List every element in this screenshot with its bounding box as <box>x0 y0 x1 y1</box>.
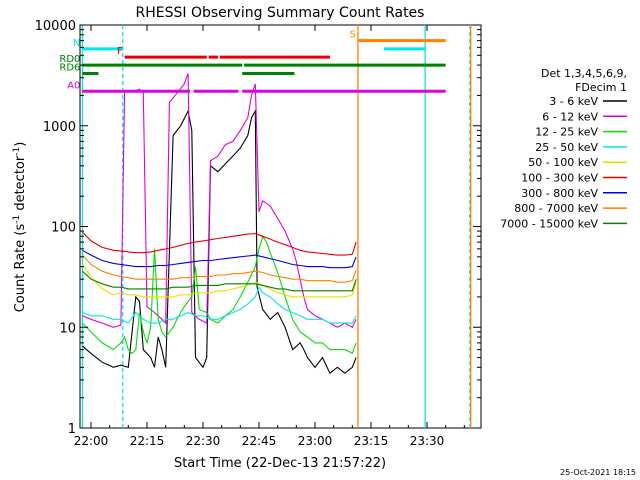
flag-label-4: RD6 <box>59 63 80 74</box>
flag-label-0: N <box>73 38 80 49</box>
legend-label-0: 3 - 6 keV <box>549 95 598 108</box>
y-tick-label-2: 100 <box>51 221 76 236</box>
x-tick-label-3: 22:45 <box>242 434 277 448</box>
y-axis: 1 10 100 1000 10000 <box>35 19 481 437</box>
legend-label-5: 100 - 300 keV <box>521 172 598 185</box>
legend-label-2: 12 - 25 keV <box>535 126 598 139</box>
y-tick-label-4: 10000 <box>35 19 76 34</box>
x-axis-label: Start Time (22-Dec-13 21:57:22) <box>174 456 386 471</box>
series-line-3 <box>82 286 357 324</box>
legend-label-3: 25 - 50 keV <box>535 141 598 154</box>
legend-label-7: 800 - 7000 keV <box>514 202 598 215</box>
legend: Det 1,3,4,5,6,9, FDecim 1 3 - 6 keV 6 - 1… <box>500 67 627 230</box>
y-axis-label: Count Rate (s-1 detector-1) <box>12 142 28 313</box>
x-tick-label-0: 22:00 <box>74 434 109 448</box>
legend-header-line-1: Det 1,3,4,5,6,9, <box>541 67 627 80</box>
series-layer <box>81 73 357 375</box>
series-line-1 <box>82 73 357 329</box>
y-tick-label-3: 1000 <box>43 120 76 135</box>
series-line-2 <box>82 235 357 355</box>
legend-label-4: 50 - 100 keV <box>528 156 598 169</box>
series-line-6 <box>82 249 357 269</box>
legend-label-6: 300 - 800 keV <box>521 187 598 200</box>
legend-label-8: 7000 - 15000 keV <box>500 217 598 230</box>
plot-area <box>79 24 482 429</box>
flag-label-2: F <box>117 46 123 57</box>
legend-header-line-2: FDecim 1 <box>575 81 627 94</box>
flag-label-5: A0 <box>67 80 80 91</box>
x-tick-label-4: 23:00 <box>298 434 333 448</box>
x-tick-label-2: 22:30 <box>186 434 221 448</box>
legend-label-1: 6 - 12 keV <box>542 110 598 123</box>
x-tick-label-1: 22:15 <box>130 434 165 448</box>
vertical-markers <box>81 25 472 428</box>
series-line-4 <box>81 264 357 298</box>
x-tick-label-6: 23:30 <box>410 434 445 448</box>
chart-title: RHESSI Observing Summary Count Rates <box>136 5 425 21</box>
series-line-7 <box>81 254 357 283</box>
y-tick-label-1: 10 <box>59 321 76 336</box>
timestamp: 25-Oct-2021 18:15 <box>560 468 636 477</box>
x-tick-label-5: 23:15 <box>354 434 389 448</box>
x-axis: 22:00 22:15 22:30 22:45 23:00 23:15 23:30 <box>74 25 465 448</box>
y-tick-label-0: 1 <box>68 422 76 437</box>
series-line-8 <box>82 270 357 292</box>
flag-label-3: RD0 <box>59 54 80 65</box>
flag-label-1: S <box>350 30 356 41</box>
series-line-5 <box>82 231 357 256</box>
